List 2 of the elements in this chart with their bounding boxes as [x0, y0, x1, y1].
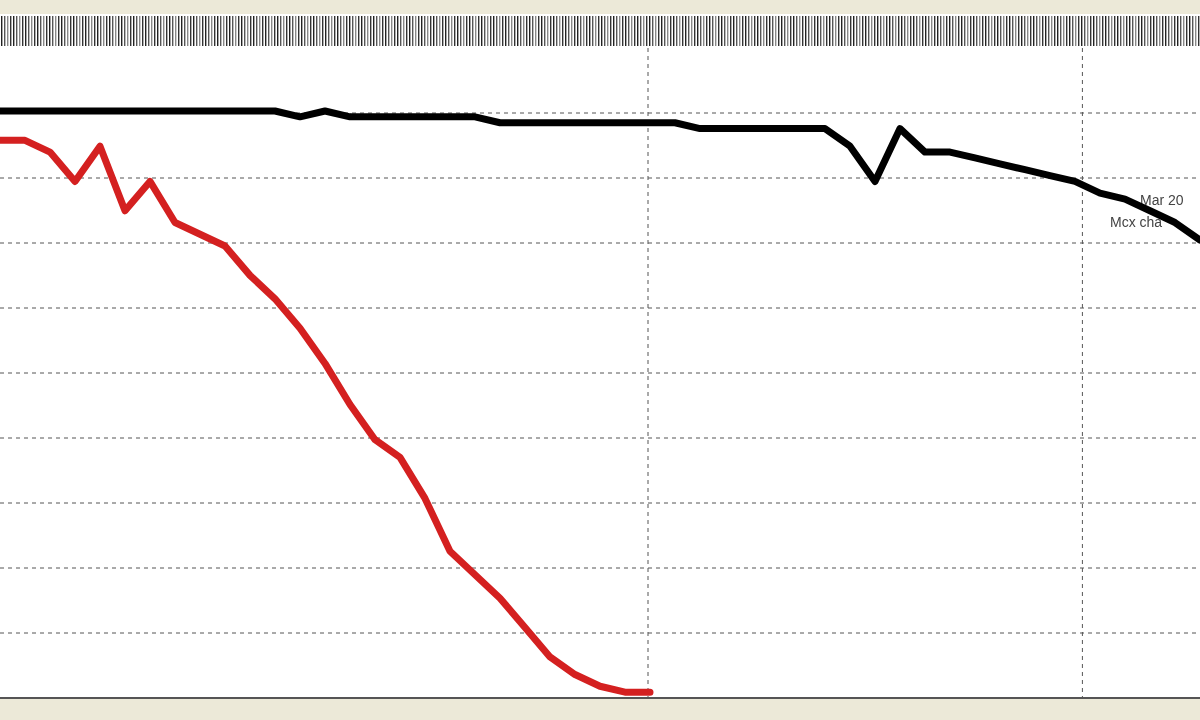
annotation: Mcx cha	[1110, 214, 1163, 230]
annotation: Mar 20	[1140, 192, 1184, 208]
